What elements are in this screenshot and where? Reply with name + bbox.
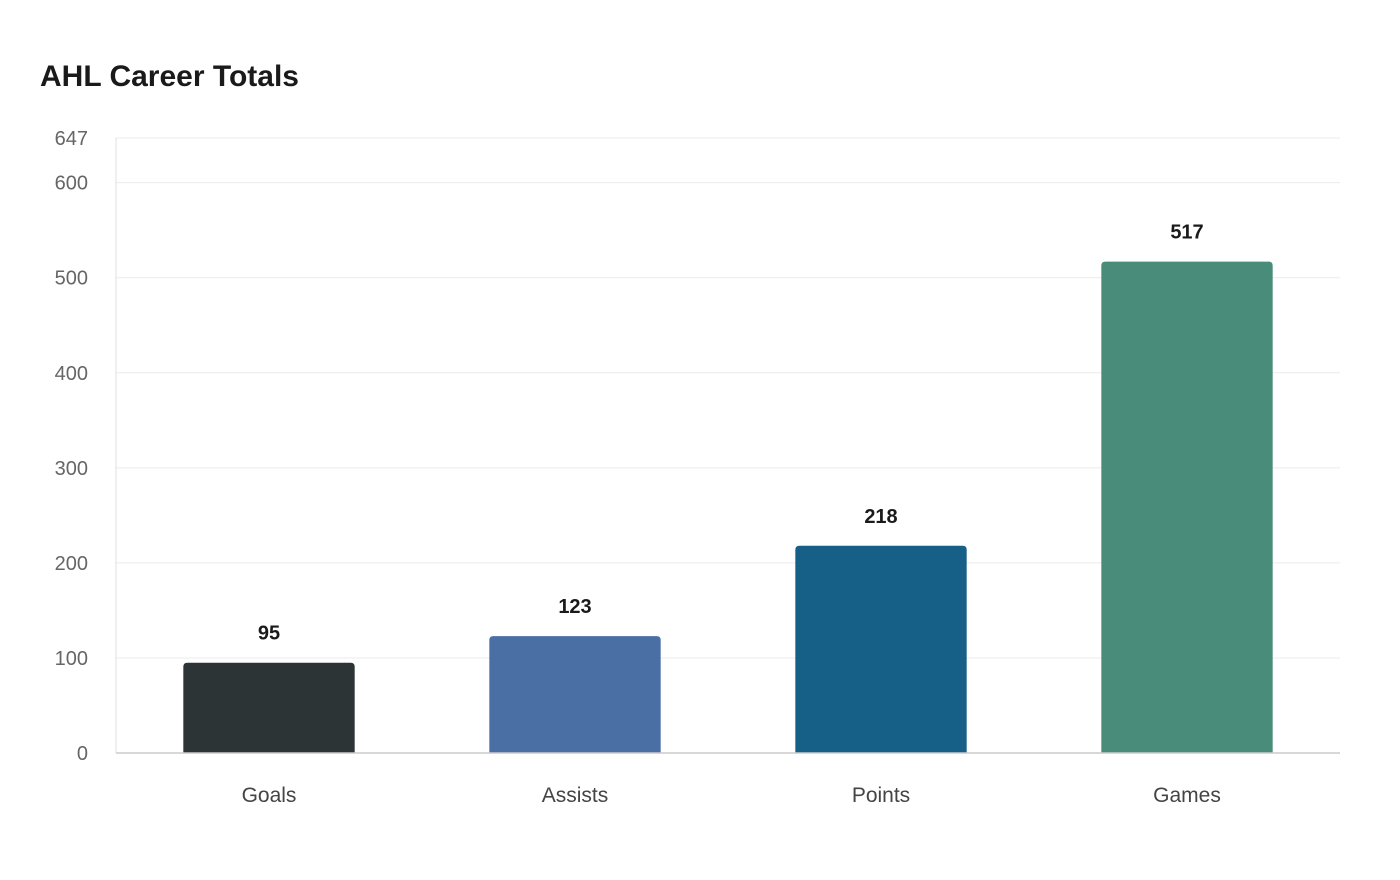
y-tick-label: 300 (55, 458, 88, 480)
data-label: 218 (864, 506, 897, 528)
bar-assists (489, 636, 661, 753)
x-tick-label: Goals (242, 784, 297, 807)
data-label: 123 (558, 596, 591, 618)
bar-games (1101, 261, 1273, 753)
y-tick-label: 400 (55, 363, 88, 385)
bar-goals (183, 662, 355, 753)
x-tick-label: Assists (542, 784, 609, 807)
y-tick-label: 0 (77, 743, 88, 765)
bar-points (795, 545, 967, 753)
y-tick-label: 500 (55, 268, 88, 290)
x-tick-label: Games (1153, 784, 1221, 807)
y-tick-label: 647 (55, 128, 88, 150)
data-label: 517 (1170, 222, 1203, 244)
chart-title: AHL Career Totals (40, 60, 299, 93)
y-tick-label: 100 (55, 648, 88, 670)
data-label: 95 (258, 623, 280, 645)
y-tick-label: 200 (55, 553, 88, 575)
x-tick-label: Points (852, 784, 910, 807)
y-tick-label: 600 (55, 173, 88, 195)
